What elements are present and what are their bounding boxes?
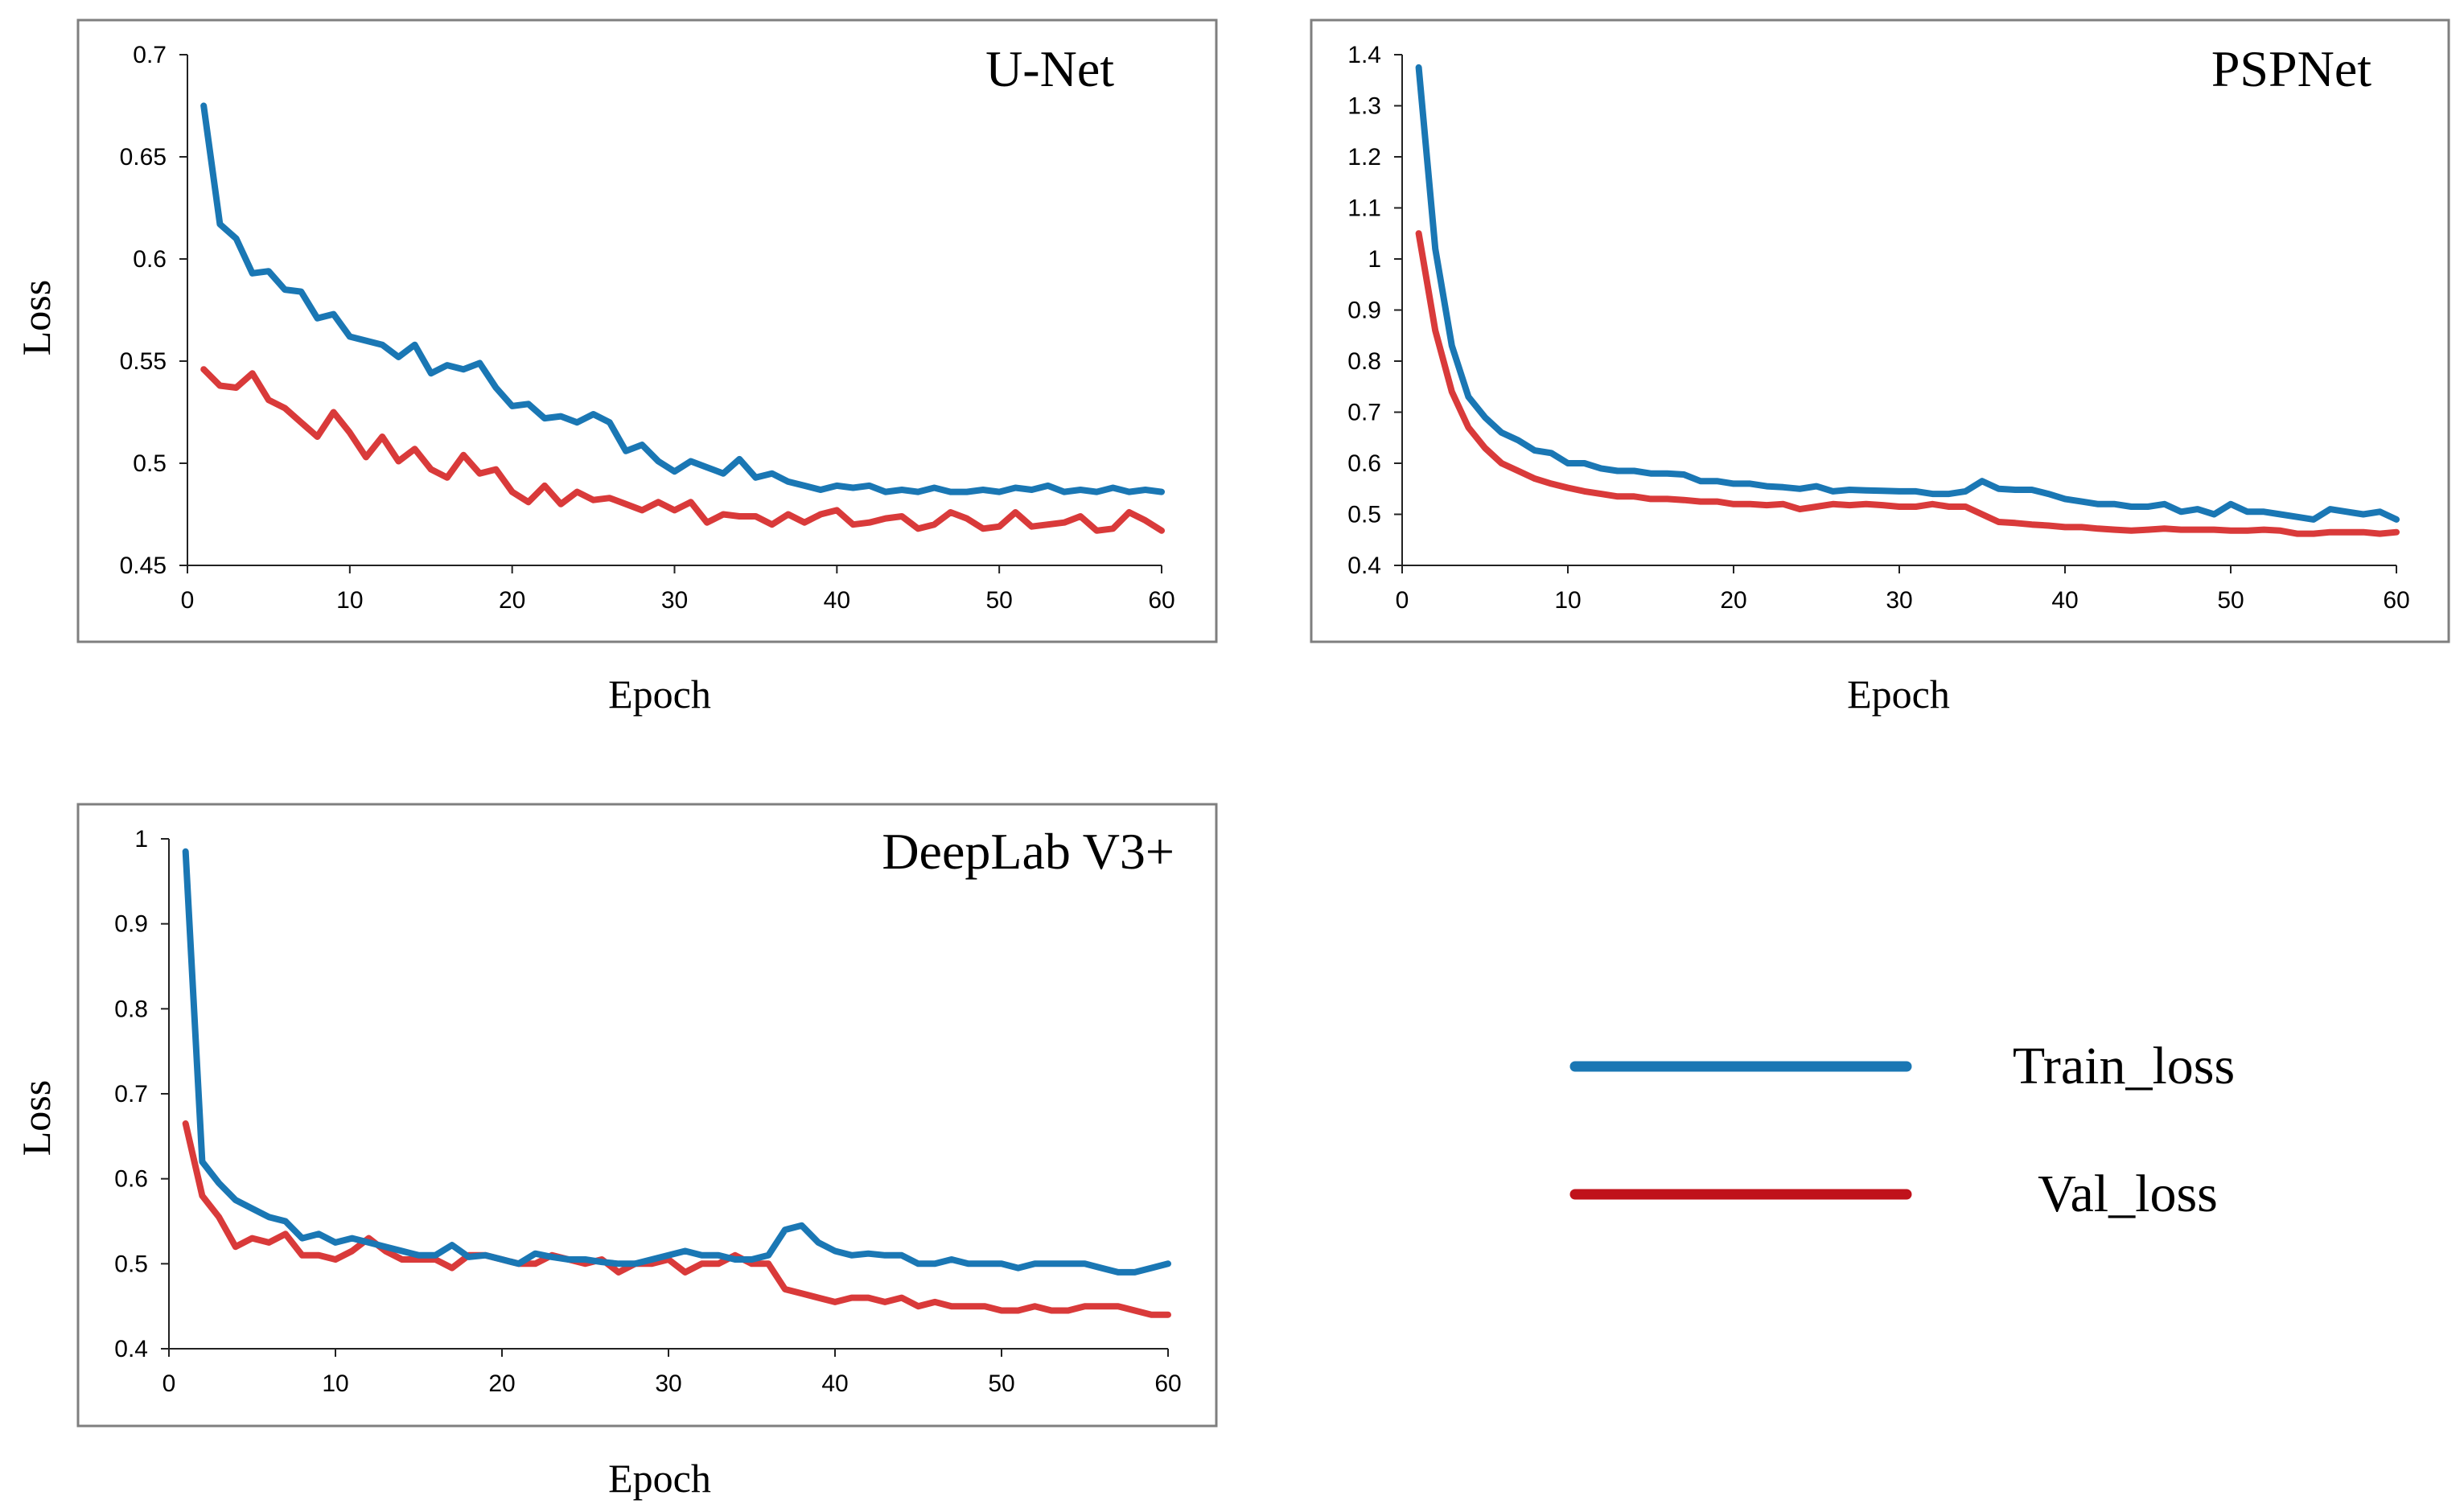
train-loss-line: [182, 848, 1171, 1276]
plot-area: 0.4 0.5 0.6 0.7 0.8 0.9 1 1.1 1.2 1.3 1.4 0 10 20 30 40…: [1347, 42, 2409, 614]
chart-deeplab: 0.40.50.60.70.80.910 10 20 30 40 50 60 DeepLab…: [14, 803, 1218, 1501]
chart-pspnet: 0.4 0.5 0.6 0.7 0.8 0.9 1 1.1 1.2 1.3 1.4 0 10 20 30 40…: [1310, 18, 2450, 717]
x-tick-label: 10: [1554, 587, 1581, 614]
x-axis-label: Epoch: [608, 672, 711, 717]
y-tick-label: 0.45: [120, 553, 167, 579]
y-tick-label: 0.6: [114, 1166, 148, 1193]
x-tick-label: 60: [1154, 1370, 1181, 1397]
x-tick-label: 0: [1396, 587, 1409, 614]
y-tick-label: 1: [1368, 246, 1381, 273]
y-axis-label: Loss: [14, 280, 59, 355]
x-tick-label: 60: [2383, 587, 2409, 614]
x-tick-label: 0: [162, 1370, 176, 1397]
y-tick-label: 1: [134, 826, 148, 853]
legend-val-label: Val_loss: [2038, 1165, 2218, 1223]
y-tick-label: 0.55: [120, 348, 167, 375]
plot-area: 0.40.50.60.70.80.910 10 20 30 40 50 60: [114, 826, 1181, 1397]
val-loss-line: [200, 366, 1165, 534]
x-tick-label: 20: [488, 1370, 515, 1397]
x-tick-label: 40: [821, 1370, 848, 1397]
y-tick-label: 0.5: [133, 450, 167, 477]
y-axis-label: Loss: [14, 1080, 59, 1156]
chart-frame: [76, 803, 1218, 1428]
y-tick-label: 0.7: [133, 42, 167, 68]
chart-title: U-Net: [985, 40, 1114, 97]
x-tick-label: 0: [181, 587, 195, 614]
chart-unet: 0.45 0.5 0.55 0.6 0.65 0.7 0 10 20 30 40 50 60 U-Net…: [14, 18, 1218, 717]
x-tick-label: 30: [661, 587, 688, 614]
y-tick-label: 0.8: [1347, 348, 1381, 375]
y-tick-label: 0.6: [1347, 450, 1381, 477]
y-tick-label: 0.7: [114, 1081, 148, 1107]
y-tick-label: 0.9: [114, 911, 148, 938]
x-tick-label: 30: [655, 1370, 681, 1397]
x-tick-label: 10: [336, 587, 363, 614]
chart-title: PSPNet: [2211, 40, 2371, 97]
x-tick-label: 40: [2051, 587, 2078, 614]
y-tick-label: 0.4: [114, 1336, 148, 1362]
val-loss-line: [182, 1120, 1171, 1318]
chart-frame: [76, 18, 1218, 643]
x-tick-label: 10: [322, 1370, 348, 1397]
chart-frame: [1310, 18, 2450, 643]
chart-title: DeepLab V3+: [882, 823, 1174, 880]
x-tick-label: 60: [1148, 587, 1174, 614]
y-tick-label: 0.6: [133, 246, 167, 273]
y-tick-label: 1.1: [1347, 195, 1381, 222]
x-tick-label: 50: [985, 587, 1012, 614]
train-loss-line: [200, 102, 1165, 495]
x-axis-label: Epoch: [1847, 672, 1950, 717]
y-tick-label: 1.2: [1347, 144, 1381, 171]
x-axis-label: Epoch: [608, 1456, 711, 1501]
x-tick-label: 50: [988, 1370, 1014, 1397]
y-tick-label: 0.8: [114, 996, 148, 1022]
y-tick-label: 0.65: [120, 144, 167, 171]
legend-train-label: Train_loss: [2013, 1037, 2235, 1095]
y-tick-label: 0.5: [114, 1251, 148, 1277]
plot-area: 0.45 0.5 0.55 0.6 0.65 0.7 0 10 20 30 40 50 60: [120, 42, 1175, 614]
x-tick-label: 50: [2217, 587, 2244, 614]
val-loss-line: [1415, 230, 2400, 537]
y-tick-label: 0.5: [1347, 502, 1381, 528]
x-tick-label: 20: [499, 587, 525, 614]
y-tick-label: 1.3: [1347, 93, 1381, 120]
y-tick-label: 1.4: [1347, 42, 1381, 68]
legend: Train_loss Val_loss: [1569, 1037, 2235, 1223]
y-tick-label: 0.4: [1347, 553, 1381, 579]
y-tick-label: 0.7: [1347, 400, 1381, 426]
x-tick-label: 40: [824, 587, 850, 614]
y-tick-label: 0.9: [1347, 298, 1381, 324]
train-loss-line: [1415, 64, 2400, 523]
x-tick-label: 20: [1720, 587, 1746, 614]
x-tick-label: 30: [1886, 587, 1912, 614]
